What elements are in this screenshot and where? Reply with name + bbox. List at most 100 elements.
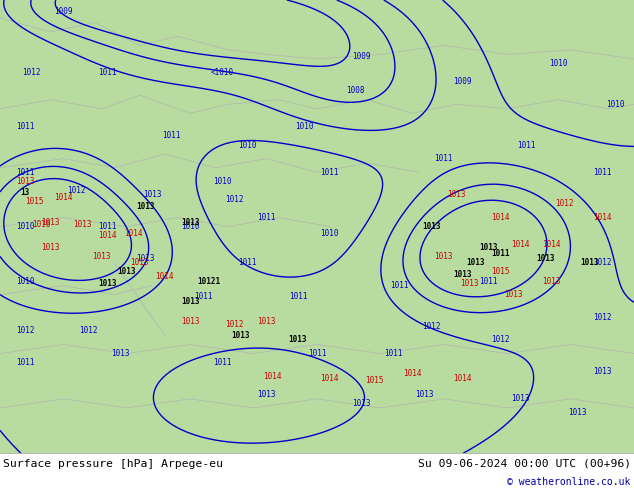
Text: 1016: 1016 (32, 220, 51, 229)
Text: 1009: 1009 (453, 77, 472, 86)
Text: 1013: 1013 (593, 367, 612, 376)
Text: 1014: 1014 (263, 372, 282, 381)
Text: 1013: 1013 (92, 251, 111, 261)
Text: 1012: 1012 (22, 68, 41, 77)
Text: 1010: 1010 (16, 222, 35, 231)
Text: 1013: 1013 (434, 251, 453, 261)
Text: 1010: 1010 (16, 276, 35, 286)
Text: 1011: 1011 (320, 168, 339, 177)
Text: 1014: 1014 (98, 231, 117, 240)
Text: 1013: 1013 (352, 399, 371, 408)
Text: 1015: 1015 (25, 197, 44, 206)
Text: 1010: 1010 (295, 122, 314, 131)
Text: 1011: 1011 (434, 154, 453, 163)
Text: 1011: 1011 (98, 222, 117, 231)
Text: 1013: 1013 (257, 318, 276, 326)
Text: 1014: 1014 (593, 213, 612, 222)
Text: 1011: 1011 (593, 168, 612, 177)
Text: 1012: 1012 (79, 326, 98, 335)
Text: 1012: 1012 (491, 336, 510, 344)
Text: 1011: 1011 (491, 249, 510, 258)
Text: 1012: 1012 (67, 186, 86, 195)
Text: 1009: 1009 (54, 7, 73, 16)
Text: 1014: 1014 (403, 369, 422, 378)
Text: 1013: 1013 (41, 218, 60, 226)
Text: 1013: 1013 (580, 258, 599, 268)
Text: 1013: 1013 (536, 254, 555, 263)
Text: 1014: 1014 (124, 229, 143, 238)
Text: 1013: 1013 (16, 177, 35, 186)
Text: 1010: 1010 (548, 59, 567, 68)
Text: <1010: <1010 (210, 68, 233, 77)
Text: 1013: 1013 (504, 290, 523, 299)
Text: Su 09-06-2024 00:00 UTC (00+96): Su 09-06-2024 00:00 UTC (00+96) (418, 459, 631, 468)
Text: 1013: 1013 (136, 202, 155, 211)
Text: 1015: 1015 (491, 268, 510, 276)
Text: 1011: 1011 (288, 293, 307, 301)
Text: 1012: 1012 (422, 322, 441, 331)
Text: 1013: 1013 (542, 276, 561, 286)
Text: 13: 13 (21, 188, 30, 197)
Text: 1013: 1013 (143, 191, 162, 199)
Text: 1014: 1014 (453, 374, 472, 383)
Text: 1013: 1013 (479, 243, 498, 251)
Text: 1011: 1011 (257, 213, 276, 222)
Text: 1013: 1013 (422, 222, 441, 231)
Text: 1011: 1011 (16, 122, 35, 131)
Text: 1011: 1011 (16, 168, 35, 177)
Text: 1009: 1009 (352, 52, 371, 61)
Text: 1014: 1014 (54, 193, 73, 202)
Text: 1015: 1015 (365, 376, 384, 385)
Text: 1013: 1013 (130, 258, 149, 268)
Text: 1013: 1013 (181, 218, 200, 226)
Text: 1013: 1013 (460, 279, 479, 288)
Text: 1013: 1013 (453, 270, 472, 279)
Text: 1014: 1014 (542, 240, 561, 249)
Text: 1011: 1011 (162, 131, 181, 141)
Text: 1011: 1011 (193, 293, 212, 301)
Text: © weatheronline.co.uk: © weatheronline.co.uk (507, 477, 631, 487)
Text: 1012: 1012 (555, 199, 574, 208)
Text: 1011: 1011 (238, 258, 257, 268)
Text: 1013: 1013 (567, 408, 586, 417)
Text: 1013: 1013 (41, 243, 60, 251)
Text: 1013: 1013 (136, 254, 155, 263)
Text: 1013: 1013 (111, 349, 130, 358)
Text: Surface pressure [hPa] Arpege-eu: Surface pressure [hPa] Arpege-eu (3, 459, 223, 468)
Text: 1013: 1013 (73, 220, 92, 229)
Text: 1011: 1011 (307, 349, 327, 358)
Text: 1011: 1011 (479, 276, 498, 286)
Text: 1011: 1011 (212, 358, 231, 367)
Text: 1013: 1013 (231, 331, 250, 340)
Text: 1010: 1010 (238, 141, 257, 149)
Text: 1013: 1013 (415, 390, 434, 399)
Text: 1010: 1010 (605, 100, 624, 109)
Text: 1013: 1013 (257, 390, 276, 399)
Text: 1011: 1011 (98, 68, 117, 77)
Text: 1012: 1012 (16, 326, 35, 335)
Text: 1008: 1008 (346, 86, 365, 95)
Text: 10121: 10121 (198, 276, 221, 286)
Text: 1013: 1013 (181, 318, 200, 326)
Text: 1011: 1011 (517, 141, 536, 149)
Text: 1013: 1013 (466, 258, 485, 268)
Text: 1012: 1012 (225, 195, 244, 204)
Text: 1012: 1012 (593, 313, 612, 322)
Text: 1013: 1013 (288, 336, 307, 344)
Text: 1014: 1014 (510, 240, 529, 249)
Text: 1011: 1011 (384, 349, 403, 358)
Text: 1011: 1011 (390, 281, 409, 290)
Text: 1014: 1014 (320, 374, 339, 383)
Text: 1011: 1011 (16, 358, 35, 367)
Text: 1014: 1014 (491, 213, 510, 222)
Text: 1013: 1013 (510, 394, 529, 403)
Text: 1013: 1013 (181, 297, 200, 306)
Text: 1013: 1013 (117, 268, 136, 276)
Text: 1010: 1010 (181, 222, 200, 231)
Text: 1010: 1010 (212, 177, 231, 186)
Text: 1013: 1013 (98, 279, 117, 288)
Text: 1013: 1013 (447, 191, 466, 199)
Text: 1014: 1014 (155, 272, 174, 281)
Text: 1012: 1012 (225, 319, 244, 329)
Text: 1012: 1012 (593, 258, 612, 268)
